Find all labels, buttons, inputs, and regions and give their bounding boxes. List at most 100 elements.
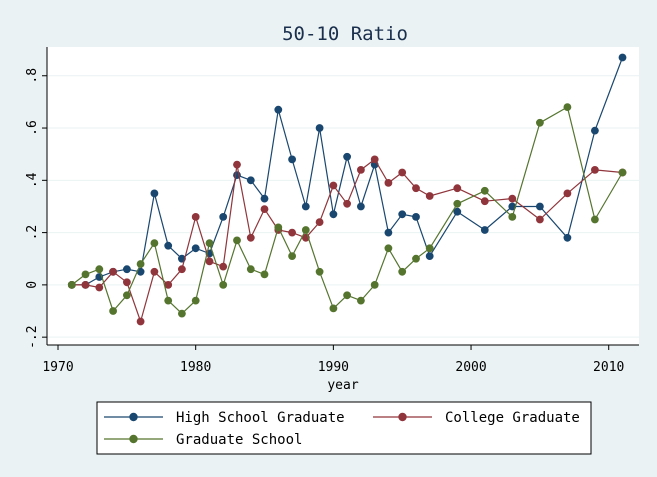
legend-label-high-school: High School Graduate	[176, 410, 345, 426]
legend-marker-high-school	[129, 413, 137, 421]
data-point	[536, 216, 544, 224]
x-tick-label: 1970	[42, 360, 73, 375]
data-point	[330, 305, 338, 313]
data-point	[233, 237, 241, 245]
data-point	[206, 258, 214, 266]
data-point	[508, 195, 516, 203]
data-point	[426, 252, 434, 260]
legend-marker-graduate-school	[129, 435, 137, 443]
y-tick-label: .8	[25, 68, 40, 84]
y-tick-label: .2	[25, 225, 40, 241]
data-point	[357, 297, 365, 305]
data-point	[261, 205, 269, 213]
data-point	[481, 187, 489, 195]
x-tick-label: 1990	[318, 360, 349, 375]
data-point	[288, 229, 296, 237]
data-point	[619, 54, 627, 62]
data-point	[412, 255, 420, 263]
data-point	[564, 103, 572, 111]
data-point	[68, 281, 76, 289]
plot-area	[47, 47, 639, 345]
data-point	[151, 239, 159, 247]
data-point	[398, 268, 406, 276]
data-point	[151, 268, 159, 276]
data-point	[426, 244, 434, 252]
data-point	[316, 124, 324, 132]
chart-title: 50-10 Ratio	[282, 23, 408, 45]
y-tick-label: -.2	[25, 325, 40, 348]
data-point	[619, 169, 627, 177]
x-tick-label: 1980	[180, 360, 211, 375]
data-point	[591, 127, 599, 135]
data-point	[82, 281, 90, 289]
data-point	[371, 281, 379, 289]
data-point	[536, 203, 544, 211]
data-point	[95, 284, 103, 292]
data-point	[123, 278, 131, 286]
data-point	[481, 197, 489, 205]
data-point	[137, 260, 145, 268]
data-point	[536, 119, 544, 127]
data-point	[343, 153, 351, 161]
data-point	[357, 203, 365, 211]
data-point	[247, 234, 255, 242]
data-point	[261, 271, 269, 279]
data-point	[192, 213, 200, 221]
y-tick-label: .4	[25, 172, 40, 188]
legend-label-graduate-school: Graduate School	[176, 432, 302, 448]
data-point	[343, 200, 351, 208]
data-point	[274, 106, 282, 114]
data-point	[426, 192, 434, 200]
data-point	[453, 184, 461, 192]
data-point	[453, 200, 461, 208]
y-tick-label: 0	[25, 281, 40, 289]
data-point	[233, 161, 241, 169]
data-point	[357, 166, 365, 174]
legend-label-college: College Graduate	[445, 410, 580, 426]
data-point	[316, 218, 324, 226]
data-point	[82, 271, 90, 279]
data-point	[261, 195, 269, 203]
data-point	[219, 281, 227, 289]
data-point	[330, 182, 338, 190]
data-point	[219, 263, 227, 271]
legend-marker-college	[398, 413, 406, 421]
data-point	[123, 265, 131, 273]
data-point	[316, 268, 324, 276]
data-point	[137, 318, 145, 326]
data-point	[247, 265, 255, 273]
data-point	[398, 210, 406, 218]
legend: High School Graduate College Graduate Gr…	[97, 402, 591, 454]
data-point	[109, 268, 117, 276]
data-point	[412, 213, 420, 221]
data-point	[385, 244, 393, 252]
data-point	[385, 179, 393, 187]
data-point	[164, 297, 172, 305]
data-point	[591, 216, 599, 224]
data-point	[385, 229, 393, 237]
data-point	[288, 156, 296, 164]
data-point	[206, 239, 214, 247]
data-point	[564, 234, 572, 242]
data-point	[343, 291, 351, 299]
data-point	[178, 265, 186, 273]
data-point	[274, 224, 282, 232]
data-point	[219, 213, 227, 221]
data-point	[371, 156, 379, 164]
x-axis-label: year	[327, 378, 358, 393]
x-tick-label: 2010	[593, 360, 624, 375]
data-point	[123, 291, 131, 299]
data-point	[330, 210, 338, 218]
data-point	[109, 307, 117, 315]
data-point	[95, 265, 103, 273]
data-point	[412, 184, 420, 192]
data-point	[302, 203, 310, 211]
data-point	[508, 213, 516, 221]
data-point	[481, 226, 489, 234]
data-point	[564, 190, 572, 198]
data-point	[302, 226, 310, 234]
data-point	[398, 169, 406, 177]
data-point	[192, 244, 200, 252]
data-point	[164, 242, 172, 250]
